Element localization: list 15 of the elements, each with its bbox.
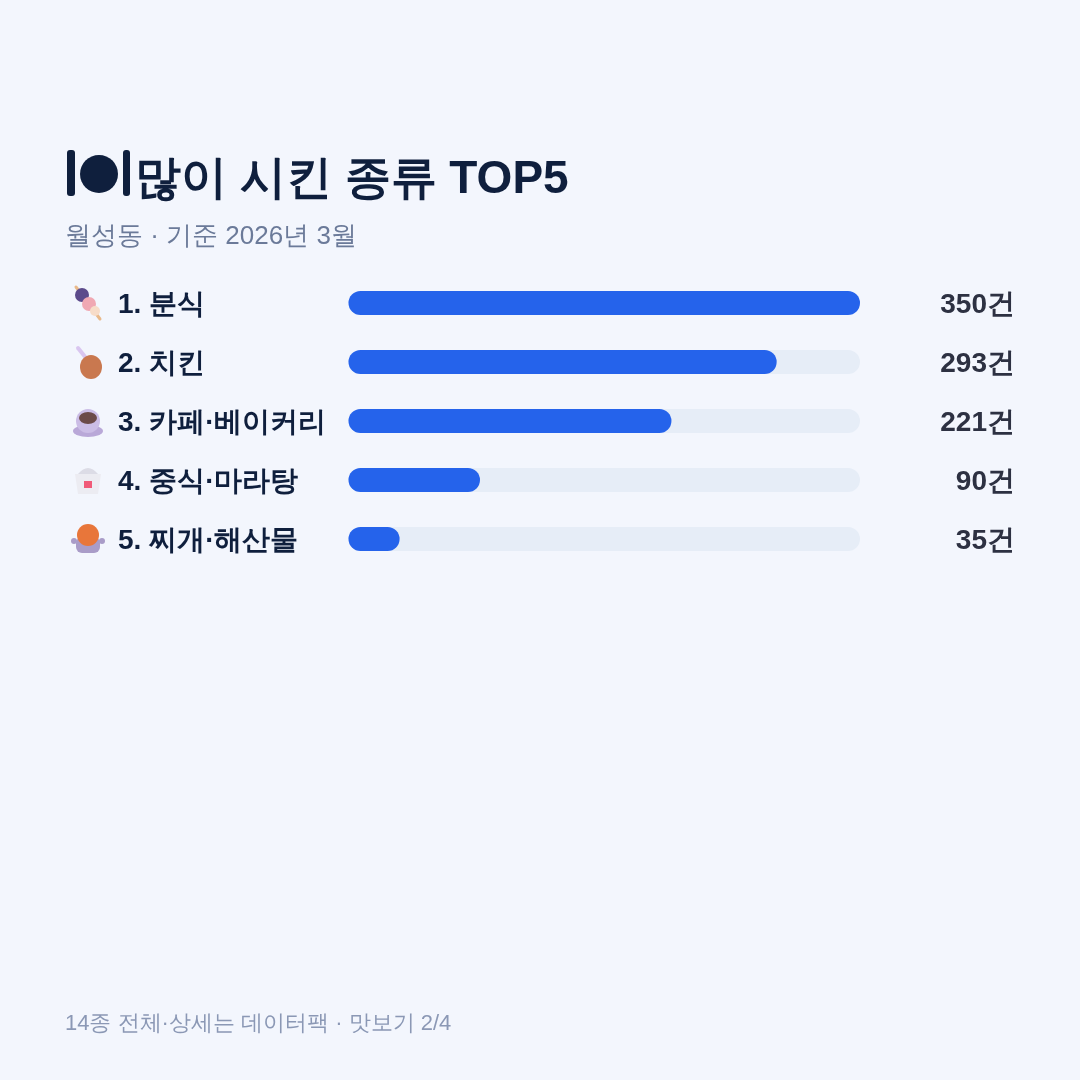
bar (348, 527, 400, 551)
data-label: 350건 (940, 288, 1015, 319)
y-tick-label: 3. 카페·베이커리 (118, 406, 327, 437)
y-tick-label: 4. 중식·마라탕 (118, 465, 299, 496)
data-label: 293건 (940, 347, 1015, 378)
chart-subtitle: 월성동 · 기준 2026년 3월 (65, 220, 357, 250)
y-tick-label: 2. 치킨 (118, 347, 206, 378)
data-label: 90건 (955, 465, 1015, 496)
y-tick-label: 1. 분식 (118, 288, 206, 319)
data-label: 221건 (940, 406, 1015, 437)
text: 14종 전체·상세는 데이터팩 · 맛보기 2/4 (65, 1010, 452, 1035)
data-label: 35건 (955, 524, 1015, 555)
bar (348, 291, 860, 315)
y-tick-label: 5. 찌개·해산물 (118, 524, 299, 555)
chart-title: 많이 시킨 종류 TOP5 (135, 151, 569, 203)
